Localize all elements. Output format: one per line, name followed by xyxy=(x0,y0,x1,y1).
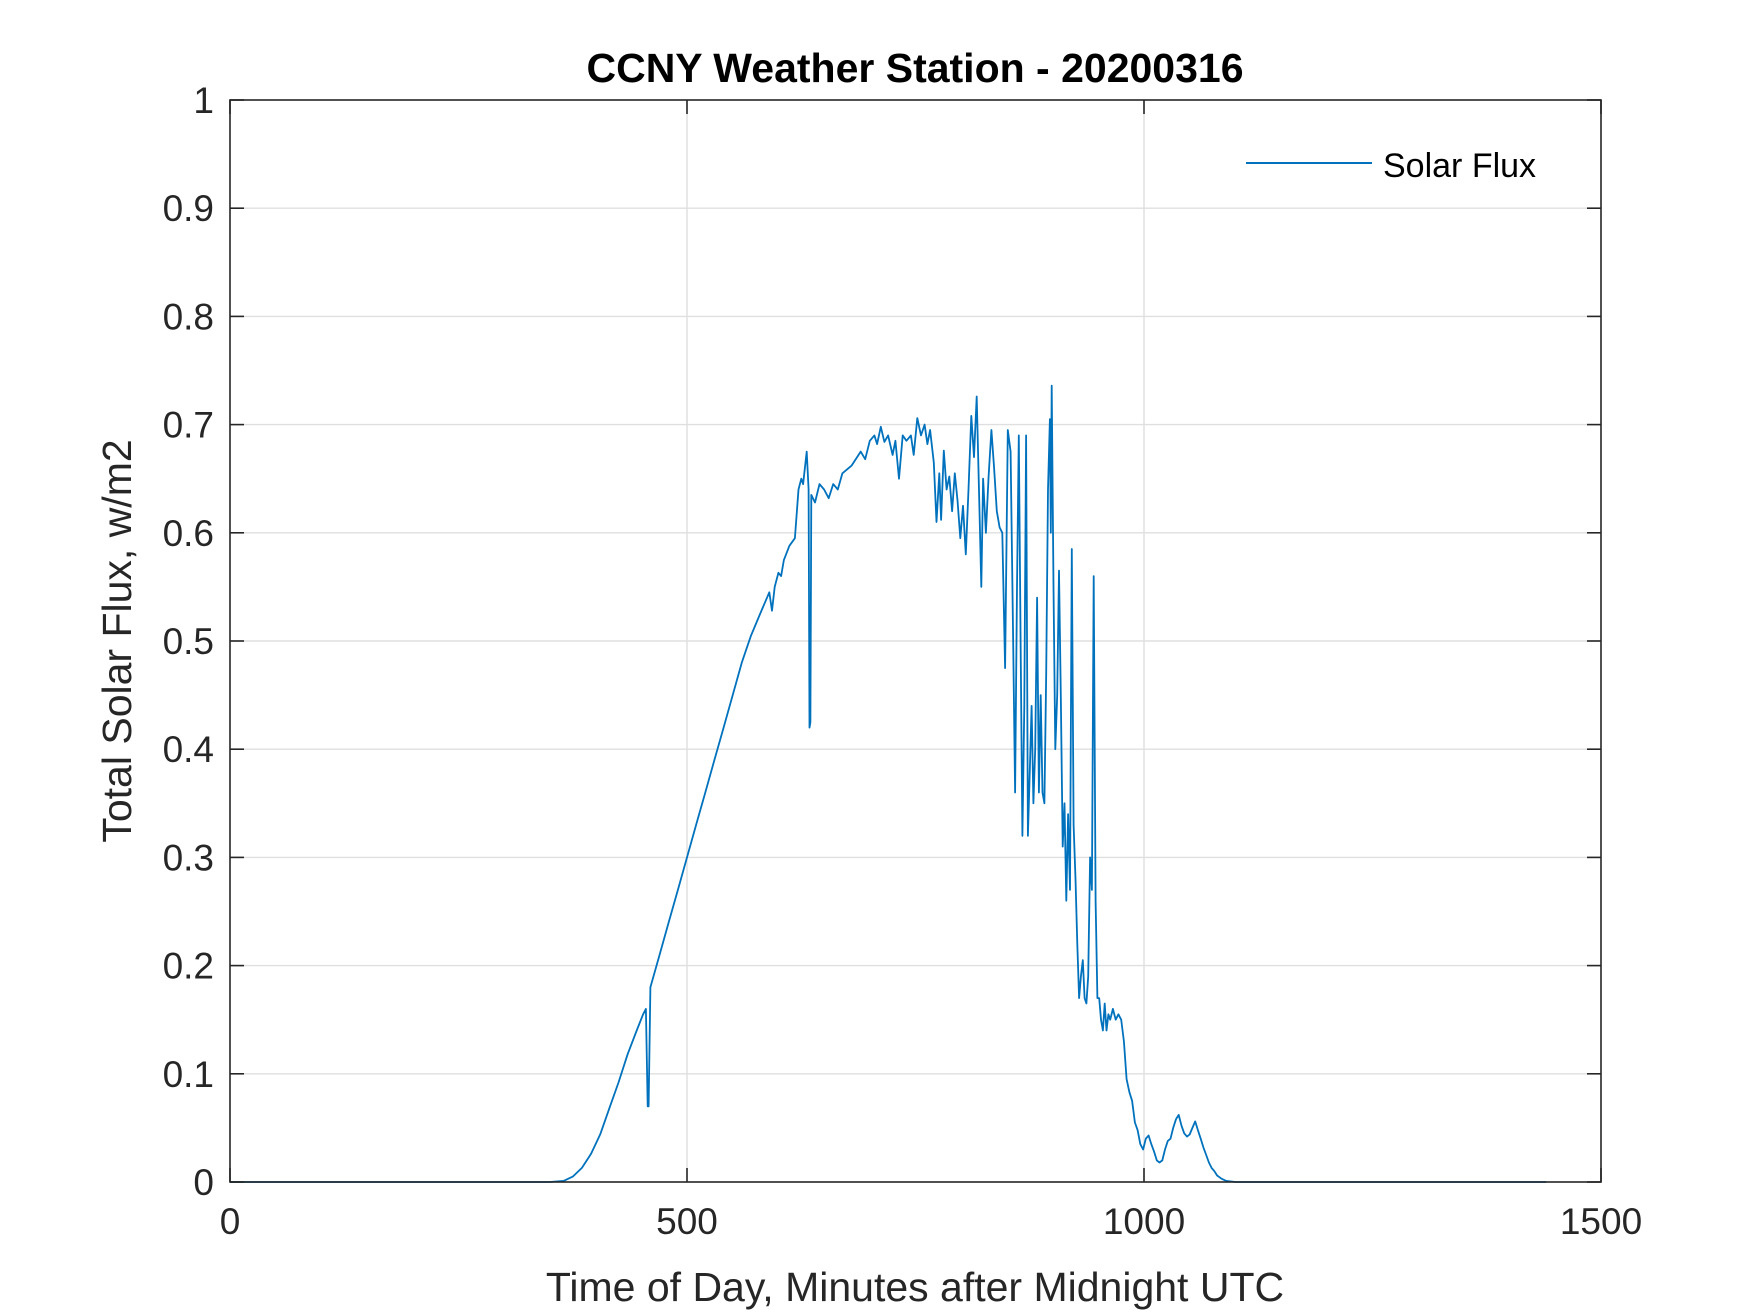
y-tick-label: 0.7 xyxy=(163,405,214,446)
series-layer xyxy=(230,384,1547,1183)
x-tick-label: 0 xyxy=(220,1201,241,1242)
chart-title: CCNY Weather Station - 20200316 xyxy=(586,45,1243,91)
y-tick-label: 0.3 xyxy=(163,837,214,878)
y-tick-label: 0.9 xyxy=(163,188,214,229)
y-tick-label: 0.1 xyxy=(163,1054,214,1095)
legend: Solar Flux xyxy=(1246,147,1536,185)
y-tick-label: 0.5 xyxy=(163,621,214,662)
y-tick-label: 0.6 xyxy=(163,513,214,554)
y-tick-label: 0 xyxy=(193,1162,214,1203)
x-axis-label: Time of Day, Minutes after Midnight UTC xyxy=(546,1264,1284,1310)
tick-labels: 0 500 1000 1500 0 0.1 0.2 0.3 0.4 0.5 0.6 0.7 0.8 0.9… xyxy=(163,80,1643,1242)
y-tick-label: 1 xyxy=(193,80,214,121)
y-tick-label: 0.2 xyxy=(163,946,214,987)
y-tick-label: 0.8 xyxy=(163,296,214,337)
ticks xyxy=(229,99,1602,1183)
legend-label: Solar Flux xyxy=(1383,147,1536,185)
y-tick-label: 0.4 xyxy=(163,729,214,770)
x-tick-label: 1000 xyxy=(1103,1201,1185,1242)
x-tick-label: 1500 xyxy=(1560,1201,1642,1242)
series-line-solar-flux xyxy=(230,384,1547,1183)
grid xyxy=(230,100,1601,1182)
y-axis-label: Total Solar Flux, w/m2 xyxy=(94,439,140,842)
x-tick-label: 500 xyxy=(656,1201,718,1242)
